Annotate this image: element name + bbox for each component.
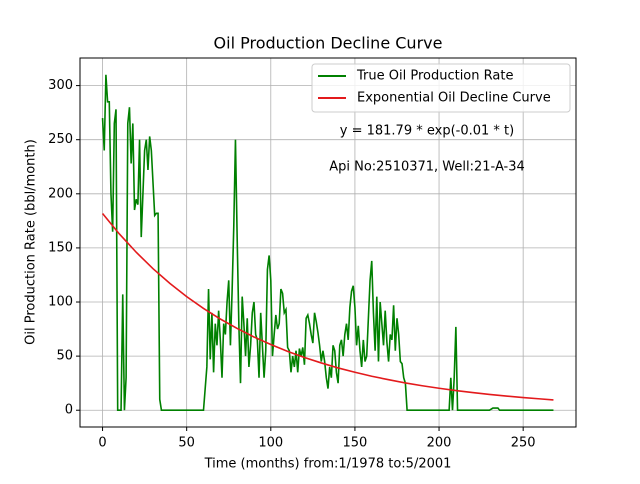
well-annotation: Api No:2510371, Well:21-A-34 <box>329 160 525 175</box>
equation-annotation: y = 181.79 * exp(-0.01 * t) <box>340 124 514 139</box>
series-line <box>101 212 554 401</box>
legend: True Oil Production Rate Exponential Oil … <box>311 63 571 113</box>
chart-title: Oil Production Decline Curve <box>214 34 443 53</box>
legend-box <box>311 63 571 113</box>
y-tick-label: 250 <box>48 132 73 147</box>
legend-label: True Oil Production Rate <box>356 69 513 84</box>
series-line <box>101 74 554 412</box>
y-tick-label: 50 <box>56 349 73 364</box>
x-tick-label: 250 <box>511 436 536 451</box>
x-tick-label: 0 <box>98 436 106 451</box>
x-tick-label: 200 <box>427 436 452 451</box>
legend-label: Exponential Oil Decline Curve <box>357 91 551 106</box>
y-tick-label: 100 <box>48 295 73 310</box>
y-axis-label: Oil Production Rate (bbl/month) <box>24 139 39 345</box>
x-tick-label: 50 <box>178 436 195 451</box>
y-tick-label: 300 <box>48 78 73 93</box>
y-tick-label: 0 <box>65 403 73 418</box>
x-axis-label: Time (months) from:1/1978 to:5/2001 <box>204 457 452 472</box>
y-tick-label: 150 <box>48 240 73 255</box>
x-tick-label: 100 <box>258 436 283 451</box>
y-tick-label: 200 <box>48 186 73 201</box>
x-tick-label: 150 <box>343 436 368 451</box>
axes-frame <box>79 57 577 428</box>
